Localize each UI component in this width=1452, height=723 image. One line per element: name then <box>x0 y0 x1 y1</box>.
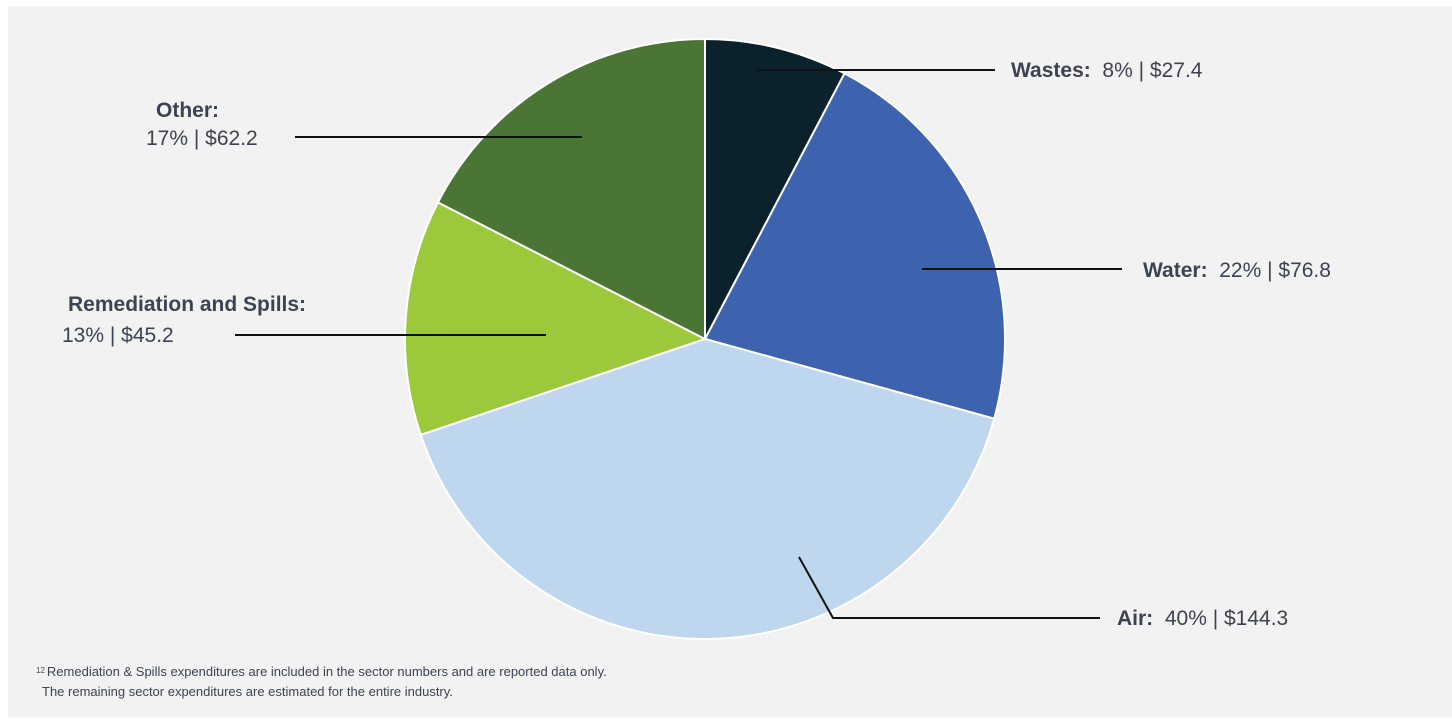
label-air: Air: 40% | $144.3 <box>1117 607 1288 630</box>
label-remediation-name: Remediation and Spills: <box>68 293 306 316</box>
footnote-marker: 12 <box>36 666 45 675</box>
label-air-name: Air: <box>1117 607 1153 630</box>
label-water-value: 22% | $76.8 <box>1213 259 1331 282</box>
label-wastes: Wastes: 8% | $27.4 <box>1011 59 1203 82</box>
label-water: Water: 22% | $76.8 <box>1143 259 1331 282</box>
label-water-name: Water: <box>1143 259 1208 282</box>
label-wastes-value: 8% | $27.4 <box>1097 59 1203 82</box>
label-wastes-name: Wastes: <box>1011 59 1091 82</box>
footnote-line-2: The remaining sector expenditures are es… <box>36 682 607 702</box>
label-other-name: Other: <box>156 99 219 122</box>
label-air-value: 40% | $144.3 <box>1159 607 1288 630</box>
label-other-value: 17% | $62.2 <box>146 127 258 150</box>
label-remediation-value: 13% | $45.2 <box>62 324 174 347</box>
footnote-line-1: 12 Remediation & Spills expenditures are … <box>36 662 607 682</box>
pie-slices <box>405 39 1005 639</box>
footnote: 12 Remediation & Spills expenditures are … <box>36 662 607 702</box>
footnote-text-1: Remediation & Spills expenditures are in… <box>47 664 607 679</box>
